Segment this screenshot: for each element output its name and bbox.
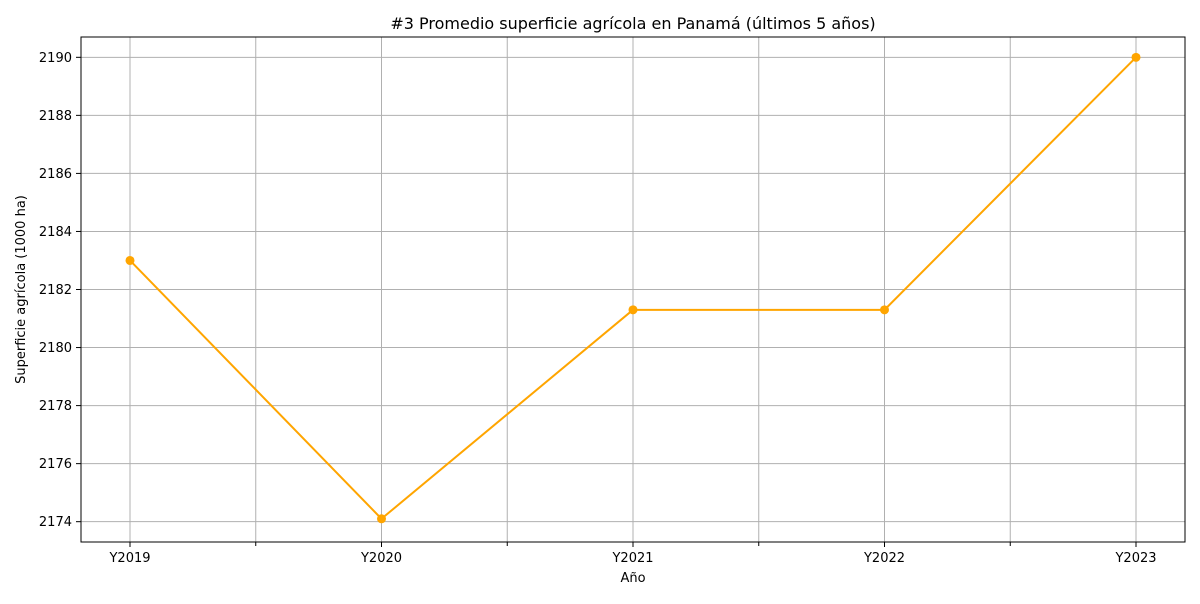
y-tick-label: 2184 [39, 225, 72, 240]
data-point-marker [1131, 52, 1141, 62]
y-axis-label: Superficie agrícola (1000 ha) [14, 195, 29, 384]
x-tick-label: Y2019 [108, 551, 150, 566]
y-tick-label: 2188 [39, 109, 72, 124]
x-tick-label: Y2021 [611, 551, 653, 566]
x-tick-label: Y2023 [1114, 551, 1156, 566]
axis-ticks: Y2019 Y2020 Y2021 Y2022 Y2023 2174 2176 2178 218… [39, 51, 1157, 566]
y-tick-label: 2174 [39, 515, 72, 530]
plot-frame [80, 36, 1186, 543]
y-tick-label: 2178 [39, 399, 72, 414]
x-tick-label: Y2020 [360, 551, 402, 566]
series-layer [125, 52, 1141, 524]
chart-title: #3 Promedio superficie agrícola en Panam… [390, 14, 875, 33]
data-point-marker [125, 255, 135, 265]
data-point-marker [377, 514, 386, 524]
y-tick-label: 2182 [39, 283, 72, 298]
y-tick-label: 2176 [39, 457, 72, 472]
grid-lines [81, 37, 1185, 542]
data-point-marker [880, 305, 889, 315]
x-tick-label: Y2022 [863, 551, 905, 566]
y-tick-label: 2186 [39, 167, 72, 182]
y-tick-label: 2190 [39, 51, 72, 66]
data-point-marker [628, 305, 638, 315]
x-axis-label: Año [620, 571, 645, 586]
y-tick-label: 2180 [39, 341, 72, 356]
